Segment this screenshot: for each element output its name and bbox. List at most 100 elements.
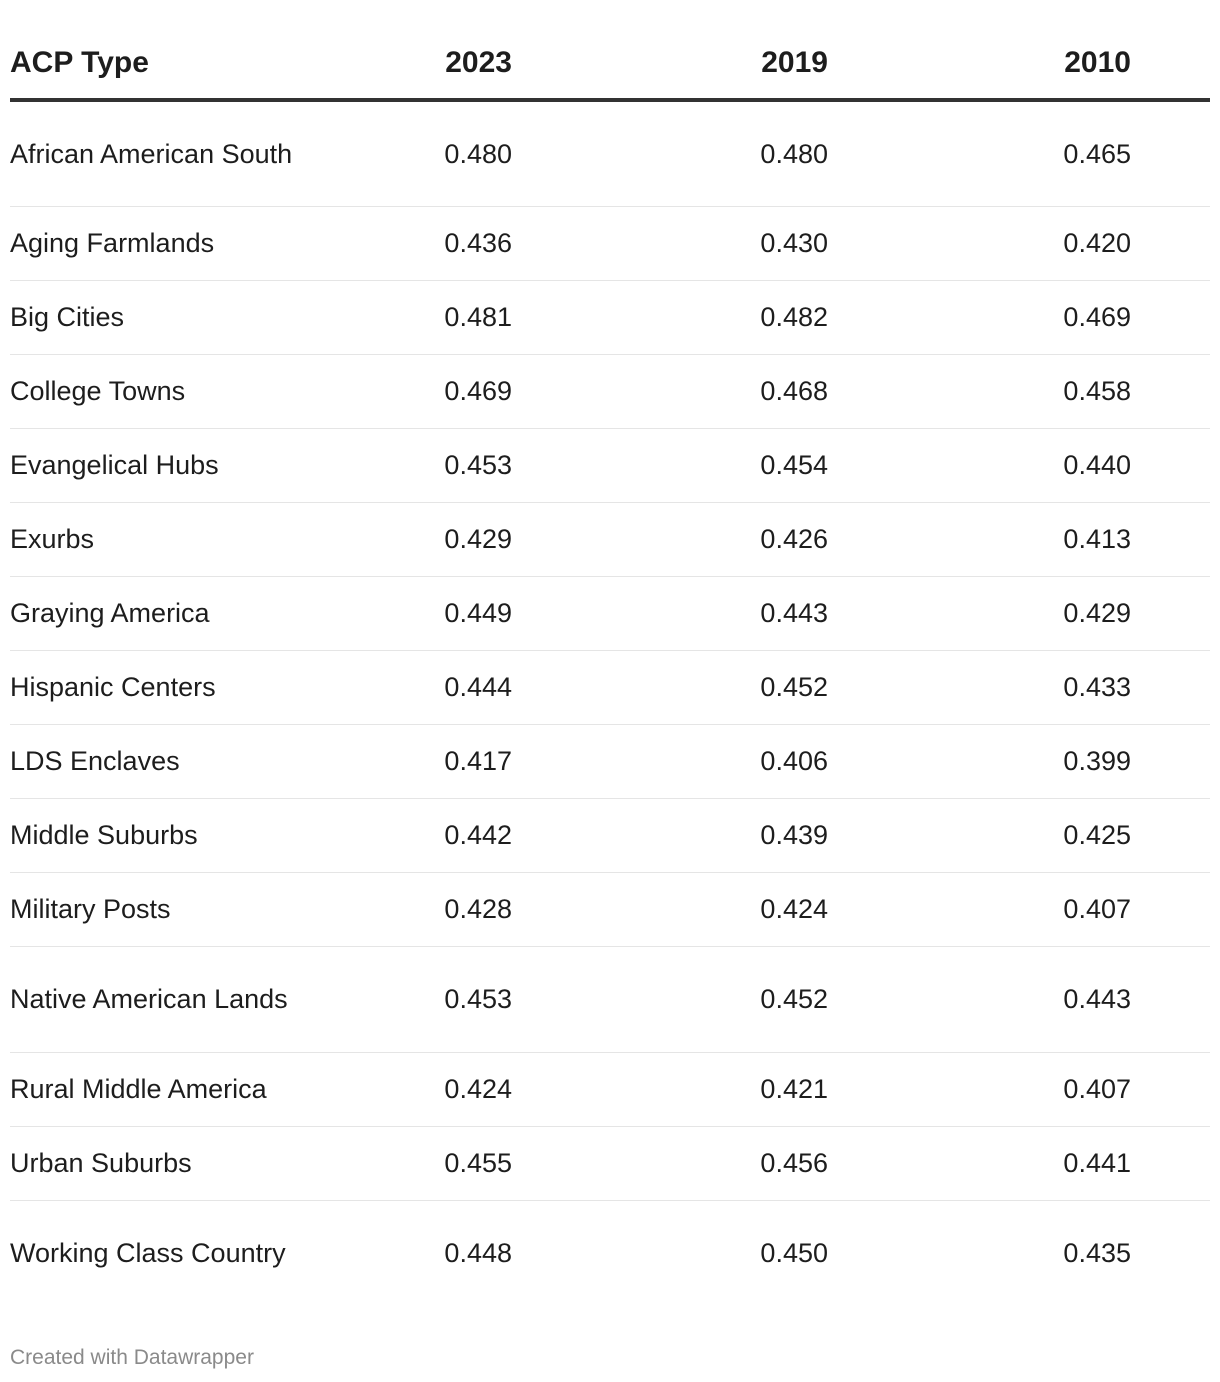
value-2010-cell: 0.425 [828,798,1131,873]
value-2023-cell: 0.417 [300,724,512,799]
table-row: Evangelical Hubs 0.453 0.454 0.440 [10,428,1210,503]
row-spacer [1131,650,1210,725]
header-acp-type[interactable]: ACP Type [10,28,300,102]
value-2010-cell: 0.407 [828,872,1131,947]
table-row: Military Posts 0.428 0.424 0.407 [10,872,1210,947]
acp-type-cell: Urban Suburbs [10,1126,300,1201]
row-spacer [1131,1200,1210,1306]
table-row: Hispanic Centers 0.444 0.452 0.433 [10,650,1210,725]
value-2010-cell: 0.433 [828,650,1131,725]
table-row: College Towns 0.469 0.468 0.458 [10,354,1210,429]
table-row: Graying America 0.449 0.443 0.429 [10,576,1210,651]
header-2019[interactable]: 2019 [512,28,828,102]
header-spacer [1131,28,1210,102]
value-2010-cell: 0.407 [828,1052,1131,1127]
acp-type-cell: Exurbs [10,502,300,577]
row-spacer [1131,1052,1210,1127]
value-2010-cell: 0.420 [828,206,1131,281]
table-body: African American South 0.480 0.480 0.465 Agi… [10,100,1210,1306]
row-spacer [1131,1126,1210,1201]
table-row: Rural Middle America 0.424 0.421 0.407 [10,1052,1210,1127]
row-spacer [1131,100,1210,207]
value-2019-cell: 0.443 [512,576,828,651]
header-2010[interactable]: 2010 [828,28,1131,102]
acp-type-cell: LDS Enclaves [10,724,300,799]
table-row: LDS Enclaves 0.417 0.406 0.399 [10,724,1210,799]
value-2019-cell: 0.430 [512,206,828,281]
value-2019-cell: 0.480 [512,100,828,207]
value-2023-cell: 0.480 [300,100,512,207]
table-row: Exurbs 0.429 0.426 0.413 [10,502,1210,577]
value-2023-cell: 0.429 [300,502,512,577]
value-2023-cell: 0.424 [300,1052,512,1127]
table-row: Working Class Country 0.448 0.450 0.435 [10,1200,1210,1306]
value-2010-cell: 0.435 [1063,1238,1131,1269]
row-spacer [1131,724,1210,799]
value-2023-cell: 0.448 [444,1238,512,1269]
value-2019-cell: 0.426 [512,502,828,577]
value-2010-cell: 0.441 [828,1126,1131,1201]
header-2023[interactable]: 2023 [300,28,512,102]
value-2010-cell: 0.469 [828,280,1131,355]
header-row: ACP Type 2023 2019 2010 [10,28,1210,102]
value-2019-cell: 0.456 [512,1126,828,1201]
acp-type-cell: Rural Middle America [10,1052,300,1127]
acp-table: ACP Type 2023 2019 2010 African American… [10,28,1210,1306]
value-2019-cell: 0.454 [512,428,828,503]
acp-type-cell: Big Cities [10,280,300,355]
row-spacer [1131,946,1210,1053]
row-spacer [1131,206,1210,281]
value-2023-cell: 0.449 [300,576,512,651]
value-2010-cell: 0.458 [828,354,1131,429]
value-2023-cell: 0.453 [300,946,512,1053]
value-2019-cell: 0.452 [512,650,828,725]
value-2010-cell: 0.399 [828,724,1131,799]
value-2023-cell: 0.428 [300,872,512,947]
value-2010-cell: 0.429 [828,576,1131,651]
row-spacer [1131,354,1210,429]
acp-type-cell: Military Posts [10,872,300,947]
table-row: Aging Farmlands 0.436 0.430 0.420 [10,206,1210,281]
value-2019-cell: 0.421 [512,1052,828,1127]
value-2019-cell: 0.450 [760,1238,828,1269]
acp-type-cell: Aging Farmlands [10,206,300,281]
acp-type-cell: College Towns [10,354,300,429]
acp-type-cell: Evangelical Hubs [10,428,300,503]
row-spacer [1131,280,1210,355]
table-row: African American South 0.480 0.480 0.465 [10,100,1210,207]
value-2010-cell: 0.440 [828,428,1131,503]
row-spacer [1131,872,1210,947]
value-2010-cell: 0.443 [828,946,1131,1053]
acp-type-cell: Native American Lands [10,946,300,1053]
table-row: Big Cities 0.481 0.482 0.469 [10,280,1210,355]
value-2010-cell: 0.465 [828,100,1131,207]
value-2023-cell: 0.453 [300,428,512,503]
value-2023-cell: 0.444 [300,650,512,725]
value-2019-cell: 0.439 [512,798,828,873]
value-2019-cell: 0.468 [512,354,828,429]
row-spacer [1131,428,1210,503]
row-spacer [1131,798,1210,873]
acp-type-cell: African American South [10,100,300,207]
value-2010-cell: 0.413 [828,502,1131,577]
table-row: Native American Lands 0.453 0.452 0.443 [10,946,1210,1053]
value-2019-cell: 0.424 [512,872,828,947]
acp-type-cell: Hispanic Centers [10,650,300,725]
value-2019-cell: 0.452 [512,946,828,1053]
row-spacer [1131,576,1210,651]
table-row: Urban Suburbs 0.455 0.456 0.441 [10,1126,1210,1201]
value-2023-cell: 0.455 [300,1126,512,1201]
value-2023-cell: 0.469 [300,354,512,429]
table-row: Middle Suburbs 0.442 0.439 0.425 [10,798,1210,873]
row-spacer [1131,502,1210,577]
value-2023-cell: 0.481 [300,280,512,355]
datawrapper-credit: Created with Datawrapper [10,1346,254,1369]
value-2023-cell: 0.442 [300,798,512,873]
value-2023-cell: 0.436 [300,206,512,281]
acp-type-cell: Middle Suburbs [10,798,300,873]
value-2019-cell: 0.482 [512,280,828,355]
acp-type-cell: Graying America [10,576,300,651]
acp-type-cell: Working Class Country [10,1238,286,1269]
value-2019-cell: 0.406 [512,724,828,799]
